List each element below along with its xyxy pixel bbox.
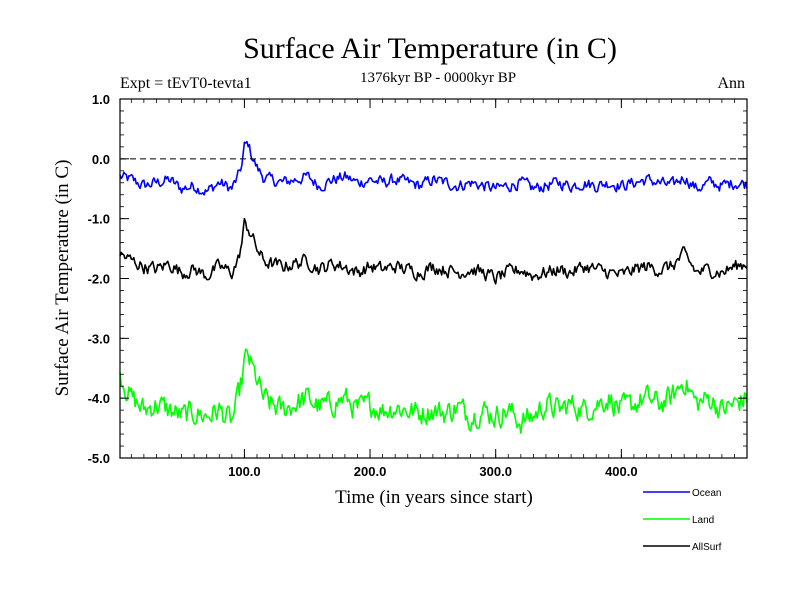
y-tick-label: -5.0 bbox=[88, 451, 110, 466]
y-tick-label: 0.0 bbox=[92, 152, 110, 167]
x-tick-label: 400.0 bbox=[605, 464, 638, 479]
season-label: Ann bbox=[717, 75, 745, 92]
y-tick-label: 1.0 bbox=[92, 92, 110, 107]
x-tick-label: 300.0 bbox=[479, 464, 512, 479]
legend-label-land: Land bbox=[692, 515, 714, 526]
legend-label-allsurf: AllSurf bbox=[692, 542, 722, 553]
series-line-allsurf bbox=[119, 217, 748, 285]
series-line-land bbox=[119, 348, 748, 434]
y-tick-label: -1.0 bbox=[88, 212, 110, 227]
y-tick-label: -4.0 bbox=[88, 391, 110, 406]
x-tick-label: 200.0 bbox=[354, 464, 387, 479]
experiment-label: Expt = tEvT0-tevta1 bbox=[120, 75, 252, 92]
y-tick-label: -2.0 bbox=[88, 272, 110, 287]
x-tick-label: 100.0 bbox=[228, 464, 261, 479]
legend-label-ocean: Ocean bbox=[692, 488, 721, 499]
series-line-ocean bbox=[119, 140, 748, 196]
legend: Ocean Land AllSurf bbox=[643, 488, 722, 553]
plot-area-frame bbox=[119, 98, 748, 459]
y-axis-label: Surface Air Temperature (in C) bbox=[52, 160, 73, 397]
series-group bbox=[119, 140, 748, 434]
chart-title: Surface Air Temperature (in C) bbox=[243, 32, 617, 65]
chart-subtitle: 1376kyr BP - 0000kyr BP bbox=[360, 70, 516, 86]
y-tick-label: -3.0 bbox=[88, 331, 110, 346]
x-axis-label: Time (in years since start) bbox=[335, 487, 533, 508]
